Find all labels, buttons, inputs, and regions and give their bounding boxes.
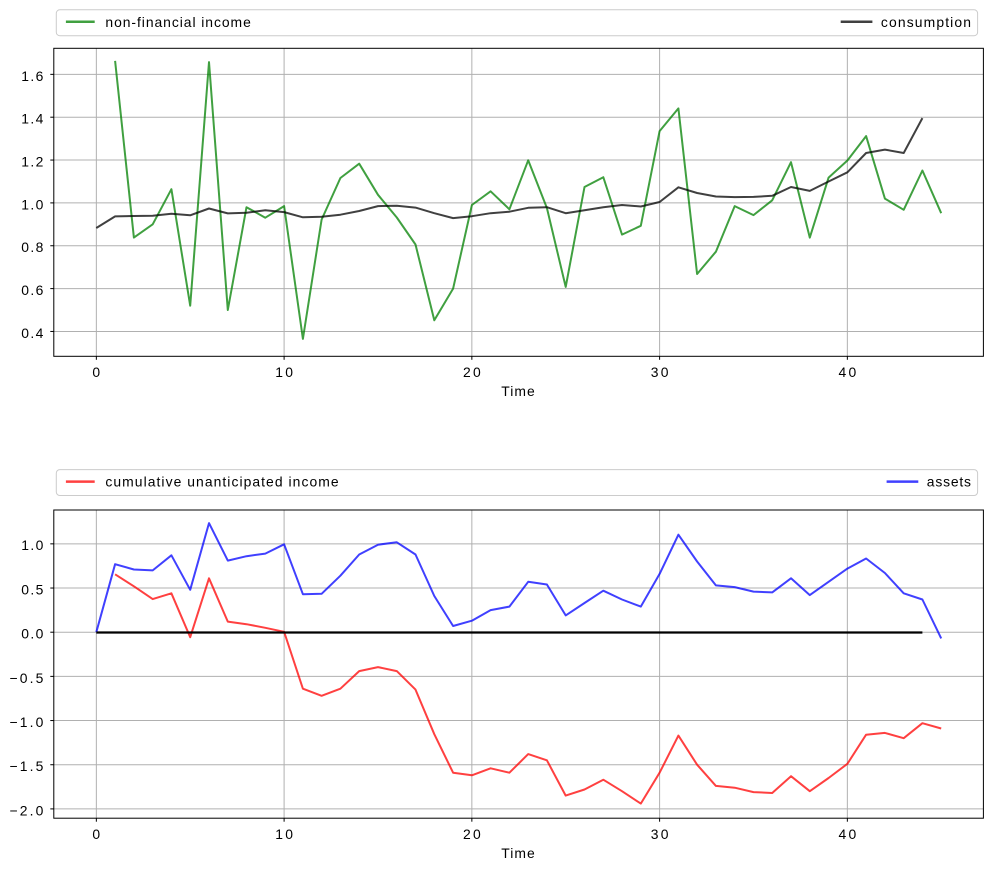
svg-text:consumption: consumption bbox=[881, 14, 971, 30]
svg-text:1.0: 1.0 bbox=[21, 196, 43, 212]
svg-text:40: 40 bbox=[839, 364, 857, 380]
svg-text:30: 30 bbox=[651, 364, 669, 380]
svg-text:30: 30 bbox=[651, 826, 669, 842]
svg-text:10: 10 bbox=[275, 826, 293, 842]
svg-text:Time: Time bbox=[501, 845, 535, 861]
svg-text:−2.0: −2.0 bbox=[10, 802, 44, 818]
svg-text:1.0: 1.0 bbox=[21, 537, 43, 553]
svg-text:40: 40 bbox=[839, 826, 857, 842]
svg-text:non-financial income: non-financial income bbox=[105, 14, 251, 30]
svg-text:1.2: 1.2 bbox=[21, 154, 43, 170]
svg-text:1.4: 1.4 bbox=[21, 111, 43, 127]
svg-text:0.5: 0.5 bbox=[21, 581, 43, 597]
svg-text:1.6: 1.6 bbox=[21, 68, 43, 84]
svg-text:Time: Time bbox=[501, 383, 535, 399]
svg-text:assets: assets bbox=[927, 474, 971, 490]
svg-text:0: 0 bbox=[92, 826, 100, 842]
svg-text:0.8: 0.8 bbox=[21, 239, 43, 255]
svg-text:0: 0 bbox=[92, 364, 100, 380]
svg-text:20: 20 bbox=[463, 364, 481, 380]
svg-text:−1.0: −1.0 bbox=[10, 714, 44, 730]
svg-text:0.4: 0.4 bbox=[21, 325, 43, 341]
svg-text:−1.5: −1.5 bbox=[10, 758, 44, 774]
svg-text:20: 20 bbox=[463, 826, 481, 842]
svg-text:10: 10 bbox=[275, 364, 293, 380]
svg-text:cumulative unanticipated incom: cumulative unanticipated income bbox=[105, 474, 338, 490]
svg-text:0.0: 0.0 bbox=[21, 626, 43, 642]
svg-text:0.6: 0.6 bbox=[21, 282, 43, 298]
svg-text:−0.5: −0.5 bbox=[10, 670, 44, 686]
